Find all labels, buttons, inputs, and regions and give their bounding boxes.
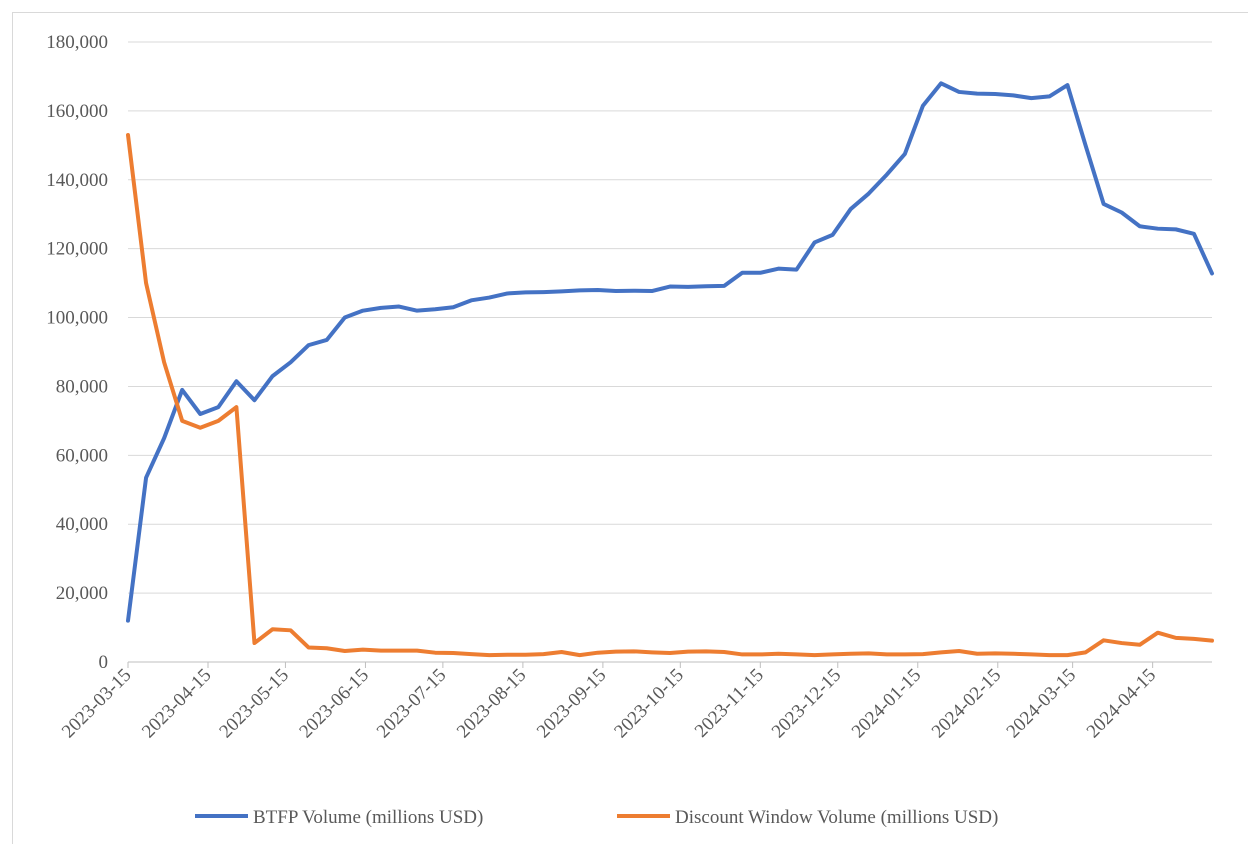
y-tick-label: 80,000: [56, 376, 108, 397]
x-tick-label: 2024-02-15: [928, 665, 1006, 743]
y-tick-label: 160,000: [46, 101, 108, 122]
x-tick-label: 2023-03-15: [58, 665, 136, 743]
x-tick-label: 2023-10-15: [610, 665, 688, 743]
y-tick-label: 140,000: [46, 170, 108, 191]
x-tick-label: 2023-04-15: [138, 665, 216, 743]
y-tick-label: 60,000: [56, 445, 108, 466]
x-tick-label: 2024-04-15: [1083, 665, 1161, 743]
x-tick-label: 2023-08-15: [453, 665, 531, 743]
y-tick-label: 20,000: [56, 583, 108, 604]
x-tick-label: 2023-12-15: [768, 665, 846, 743]
y-tick-label: 120,000: [46, 239, 108, 260]
x-tick-label: 2023-06-15: [295, 665, 373, 743]
x-tick-label: 2023-09-15: [533, 665, 611, 743]
legend-label: BTFP Volume (millions USD): [253, 807, 483, 828]
x-tick-label: 2024-03-15: [1003, 665, 1081, 743]
x-tick-label: 2023-05-15: [215, 665, 293, 743]
y-tick-label: 40,000: [56, 514, 108, 535]
y-tick-label: 0: [99, 652, 109, 673]
x-tick-label: 2023-11-15: [691, 665, 768, 742]
y-tick-label: 100,000: [46, 308, 108, 329]
x-tick-label: 2023-07-15: [373, 665, 451, 743]
line-series: [128, 135, 1212, 655]
x-tick-label: 2024-01-15: [848, 665, 926, 743]
legend-label: Discount Window Volume (millions USD): [675, 807, 998, 828]
y-tick-label: 180,000: [46, 32, 108, 53]
line-series: [128, 83, 1212, 620]
